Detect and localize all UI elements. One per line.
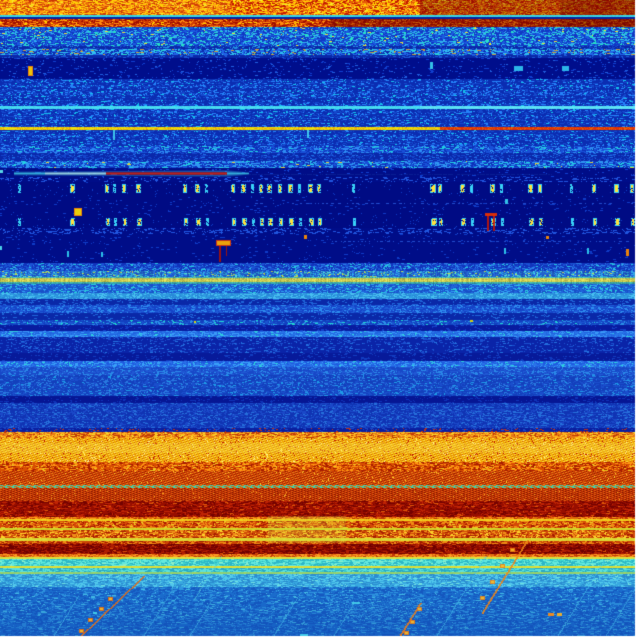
spectrogram-image <box>0 0 640 640</box>
spectrogram-canvas <box>0 0 640 640</box>
